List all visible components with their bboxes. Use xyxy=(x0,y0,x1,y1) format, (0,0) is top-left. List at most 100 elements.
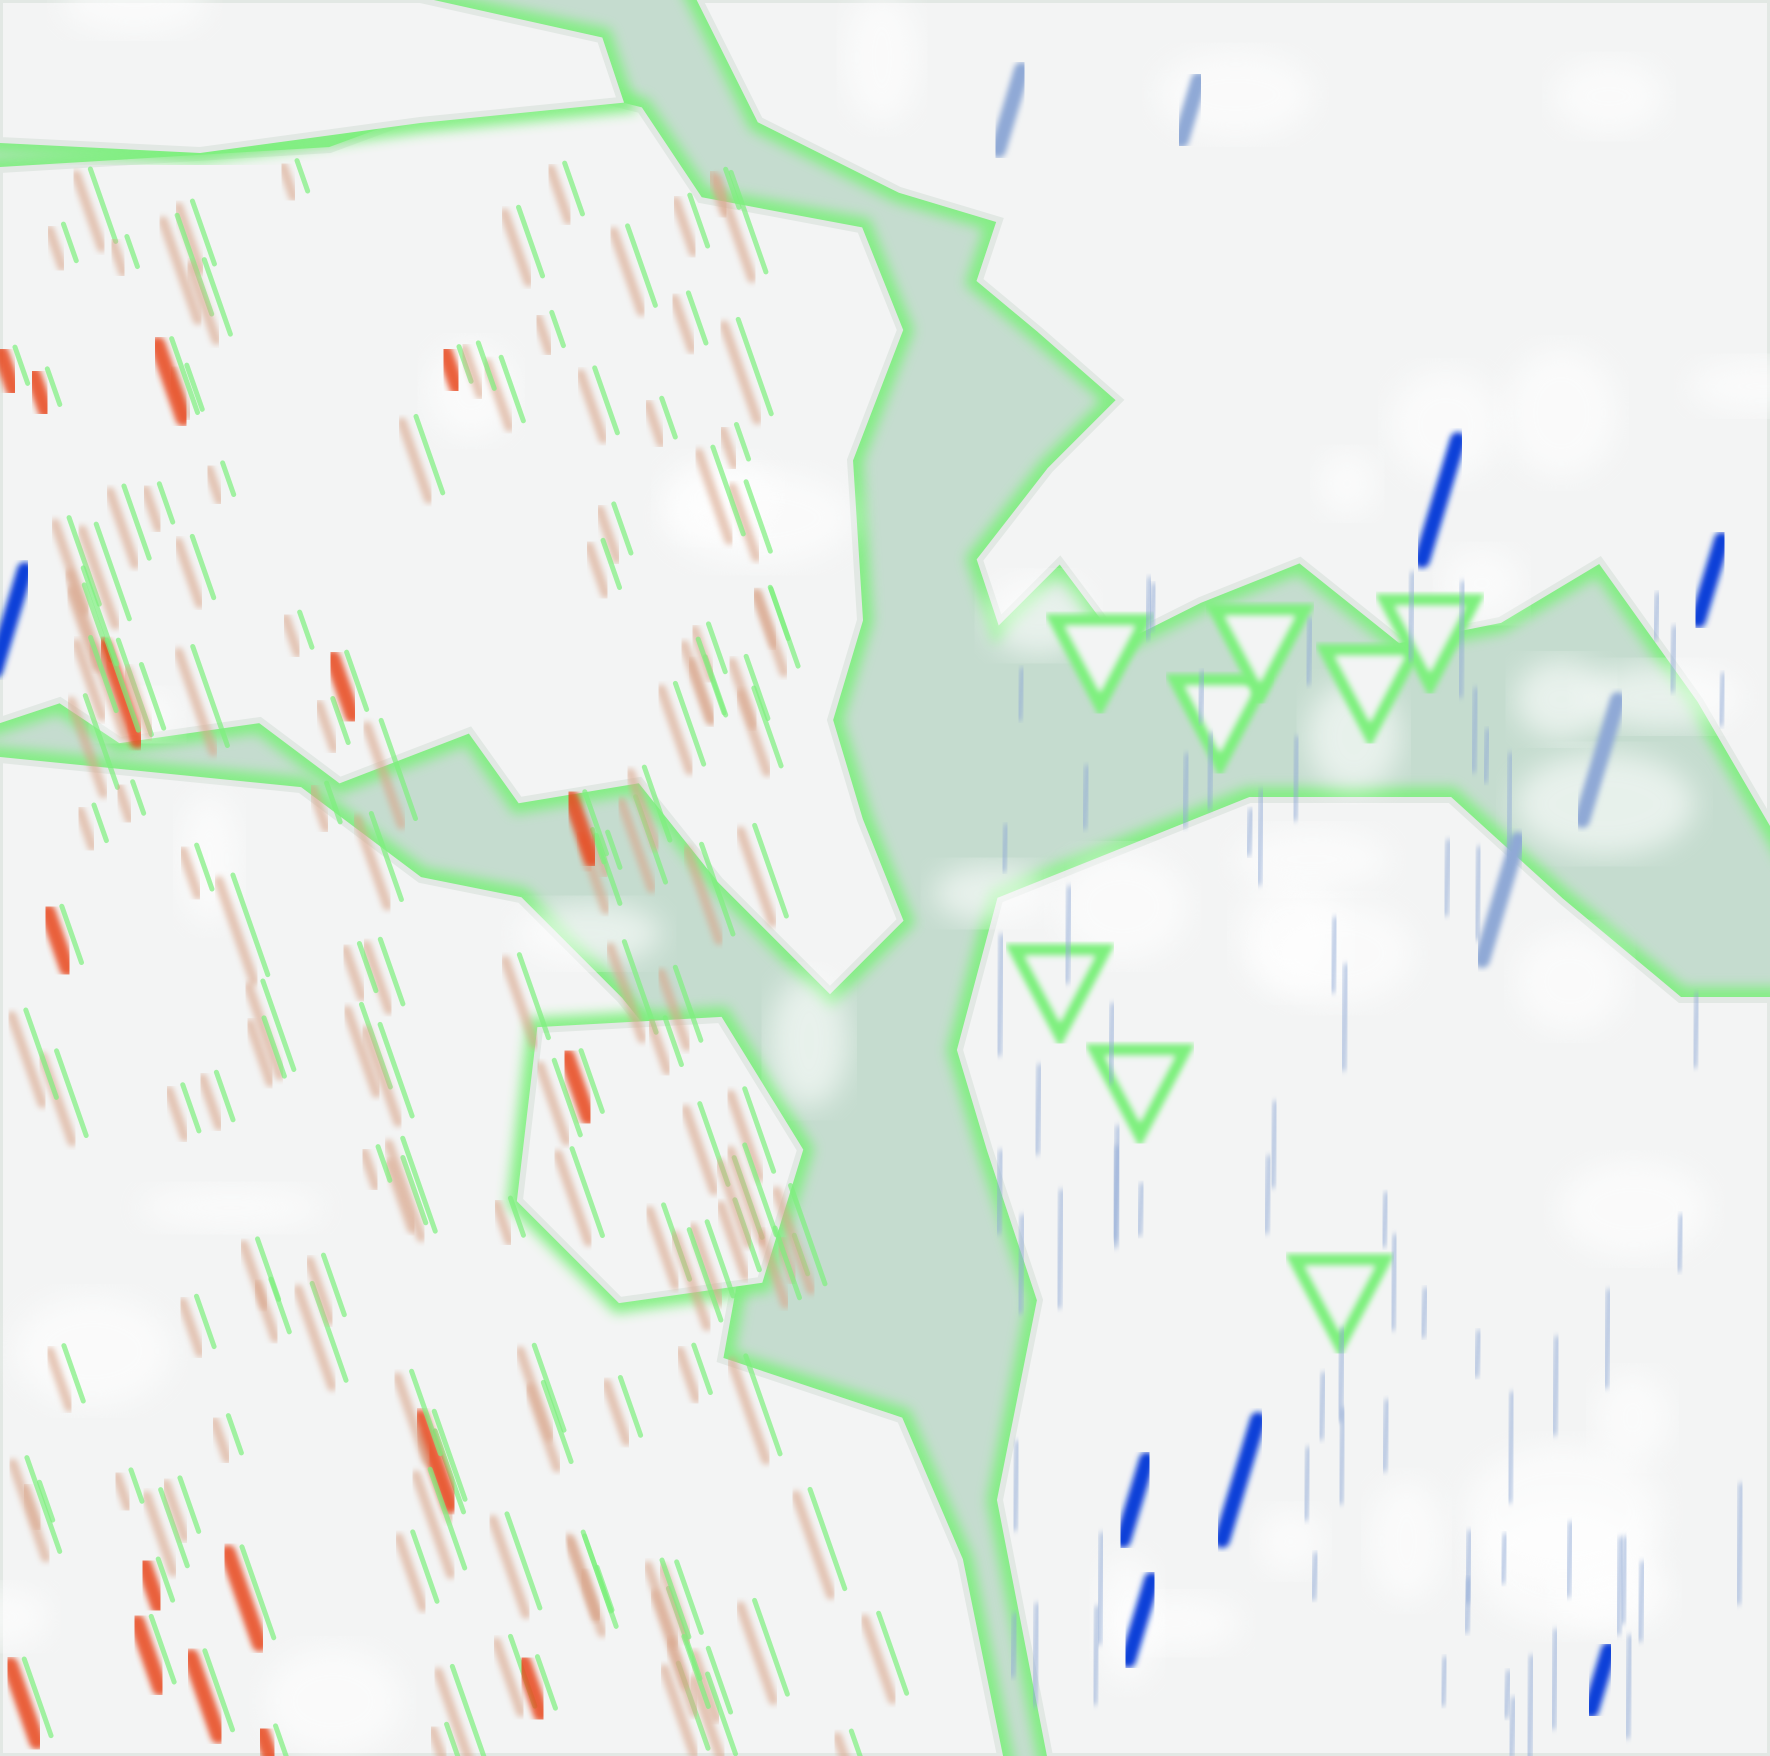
ridge-edge xyxy=(723,166,742,210)
ridge-edge xyxy=(193,1293,217,1350)
ridge-stripe xyxy=(436,344,466,396)
ridge-stripe xyxy=(832,1732,850,1756)
ridge-stripe xyxy=(77,525,121,630)
ridge-edge xyxy=(177,1475,202,1534)
ridge-stripe xyxy=(680,1104,720,1196)
ridge-stripe xyxy=(2,1656,46,1750)
ridge-edge xyxy=(504,1511,543,1611)
negative-streak xyxy=(1291,735,1302,822)
ridge-edge xyxy=(189,198,217,267)
ridge-edge xyxy=(130,779,147,816)
terrain-cell xyxy=(1285,1254,1395,1358)
negative-streak xyxy=(999,823,1010,873)
negative-streak xyxy=(1414,432,1466,568)
ridge-edge xyxy=(268,1276,292,1335)
ridge-edge xyxy=(24,1455,63,1554)
ridge-edge xyxy=(375,1144,393,1183)
ridge-edge xyxy=(475,340,497,391)
ridge-stripe xyxy=(715,1158,754,1249)
ridge-edge xyxy=(44,366,63,407)
ridge-edge xyxy=(705,621,728,675)
ridge-edge xyxy=(695,636,727,716)
ridge-edge xyxy=(848,1728,863,1756)
negative-streak xyxy=(1304,617,1315,686)
ridge-edge xyxy=(743,479,773,554)
negative-streak xyxy=(1636,1560,1647,1643)
negative-streak xyxy=(1120,1572,1160,1668)
ridge-edge xyxy=(540,1379,574,1465)
ridge-stripe xyxy=(25,366,54,419)
ridge-edge xyxy=(752,1597,790,1697)
ridge-stripe xyxy=(359,1147,381,1192)
negative-streak xyxy=(1668,625,1679,693)
ridge-edge xyxy=(534,1654,558,1711)
negative-streak xyxy=(995,933,1006,1057)
ridge-stripe xyxy=(111,1470,133,1513)
ridge-stripe xyxy=(44,1346,75,1413)
ridge-edge xyxy=(54,1048,89,1138)
ridge-edge xyxy=(12,344,31,386)
ridge-stripe xyxy=(433,1667,473,1756)
negative-streak xyxy=(1549,1628,1560,1730)
ridge-stripe xyxy=(578,1568,604,1622)
ridge-edge xyxy=(225,1413,244,1456)
negative-streak xyxy=(1462,1577,1473,1634)
negative-streak xyxy=(1055,1188,1066,1309)
ridge-edge xyxy=(273,1723,289,1756)
ridge-edge xyxy=(662,1015,684,1068)
plateau-highlight xyxy=(1389,369,1502,481)
negative-streak xyxy=(1016,1213,1027,1315)
plateau-highlight xyxy=(769,975,849,1108)
ridge-stripe xyxy=(616,797,657,894)
ridge-stripe xyxy=(553,1149,594,1247)
ridge-edge xyxy=(807,1486,848,1592)
plateau-highlight xyxy=(1583,664,1743,730)
ridge-edge xyxy=(681,1633,711,1709)
ridge-edge xyxy=(617,1374,644,1438)
negative-streaks xyxy=(0,62,1745,1756)
plateau-highlight xyxy=(1514,752,1695,856)
negative-streak xyxy=(1030,1602,1041,1708)
ridge-stripe xyxy=(642,1561,680,1648)
ridge-stripe xyxy=(182,1648,227,1744)
ridge-stripe xyxy=(383,1139,427,1243)
plateau-highlight xyxy=(1233,827,1390,892)
ridge-edge xyxy=(431,1408,468,1502)
ridge-edge xyxy=(600,537,623,590)
ridge-stripe xyxy=(177,846,204,901)
ridge-edge xyxy=(432,1428,466,1515)
negative-streak xyxy=(1505,1391,1516,1504)
ridge-stripe xyxy=(313,699,340,754)
ridge-edge xyxy=(507,1195,526,1238)
ridge-edge xyxy=(88,635,119,714)
ridge-edge xyxy=(704,1219,736,1299)
negative-streak xyxy=(1690,992,1701,1069)
ridge-stripe xyxy=(209,1416,233,1464)
negative-streak xyxy=(1106,1002,1117,1085)
ridge-edge xyxy=(156,481,176,525)
ridge-edge xyxy=(444,1721,461,1756)
negative-streak xyxy=(1080,764,1091,830)
ridge-stripe xyxy=(104,487,141,570)
negative-streak xyxy=(1244,807,1255,857)
ridge-stripe xyxy=(725,1089,765,1183)
terrain-cell xyxy=(1045,614,1155,718)
ridge-stripe xyxy=(562,789,601,868)
plateau-highlight xyxy=(0,1586,51,1648)
ridge-stripe xyxy=(324,650,361,724)
ridge-edge xyxy=(377,936,406,1007)
ridge-edge xyxy=(158,1487,190,1569)
ridge-edge xyxy=(202,1648,235,1733)
ridge-stripe xyxy=(203,463,225,506)
ridge-stripe xyxy=(397,417,434,504)
ridge-stripe xyxy=(44,225,68,272)
negative-streak xyxy=(1419,1287,1430,1339)
negative-streak xyxy=(1564,1521,1575,1598)
ridge-stripe xyxy=(71,638,108,722)
ridge-stripe xyxy=(752,589,790,678)
ridge-edge xyxy=(260,978,297,1072)
ridge-stripe xyxy=(688,1674,726,1756)
ridge-stripe xyxy=(74,806,98,852)
